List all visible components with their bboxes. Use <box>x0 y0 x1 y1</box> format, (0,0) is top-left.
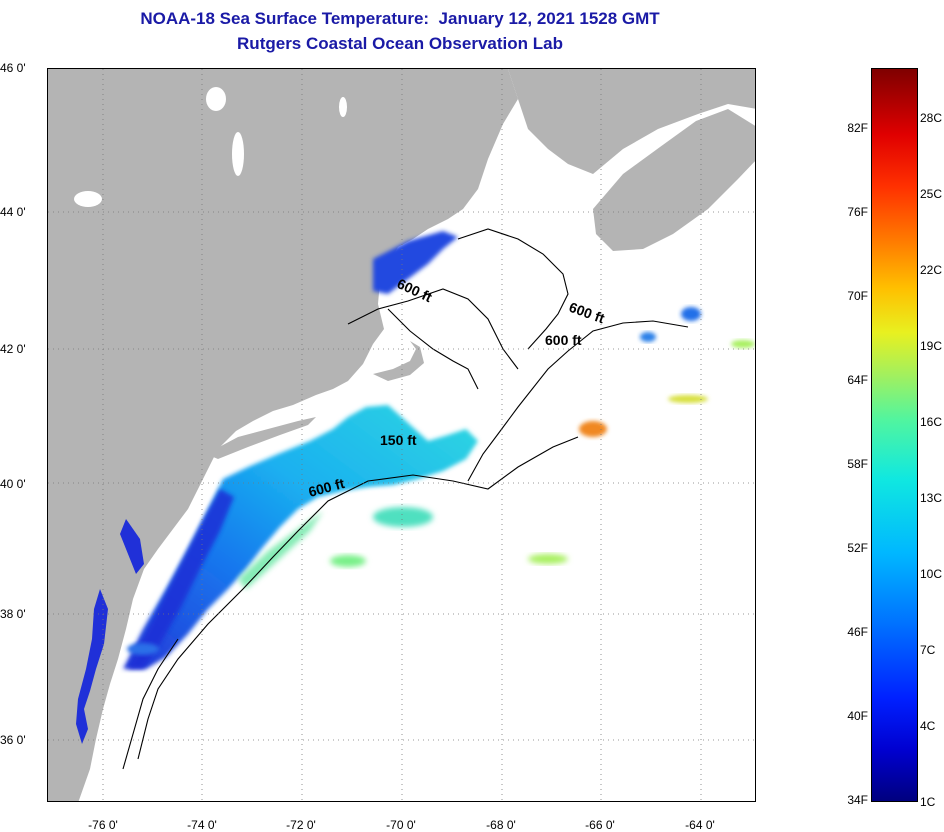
colorbar-c-25: 25C <box>920 187 943 201</box>
sst-patch-green <box>330 555 366 567</box>
map-subtitle: Rutgers Coastal Ocean Observation Lab <box>237 34 563 53</box>
lon-label-66: -66 0' <box>585 818 615 832</box>
contour-line <box>467 320 689 482</box>
colorbar-f-40: 40F <box>847 709 868 723</box>
contour-line <box>387 308 479 390</box>
contour-label: 600 ft <box>545 332 582 348</box>
contour-line <box>457 228 569 350</box>
colorbar-f-52: 52F <box>847 541 868 555</box>
land-mainland <box>48 69 518 801</box>
colorbar-f-46: 46F <box>847 625 868 639</box>
sst-map-canvas: 600 ft 600 ft 600 ft 150 ft 600 ft <box>48 69 755 801</box>
colorbar-f-64: 64F <box>847 373 868 387</box>
contour-label: 150 ft <box>380 432 417 448</box>
lat-label-38: 38 0' <box>0 607 26 621</box>
colorbar-c-19: 19C <box>920 339 943 353</box>
contour-line <box>122 638 179 770</box>
lake <box>232 132 244 176</box>
lat-label-42: 42 0' <box>0 342 26 356</box>
lake <box>74 191 102 207</box>
land-long-island <box>206 417 316 459</box>
sst-patch-blue-2 <box>640 332 656 342</box>
lon-label-70: -70 0' <box>386 818 416 832</box>
sst-deep-blue-coast <box>128 489 234 669</box>
land-canada-north <box>508 69 755 174</box>
temperature-colorbar <box>871 68 918 802</box>
lat-label-46: 46 0' <box>0 61 26 75</box>
lat-label-36: 36 0' <box>0 733 26 747</box>
colorbar-f-82: 82F <box>847 121 868 135</box>
graticule <box>48 69 755 801</box>
land-cape-cod <box>373 341 424 381</box>
lon-label-72: -72 0' <box>286 818 316 832</box>
colorbar-c-16: 16C <box>920 415 943 429</box>
lon-label-68: -68 0' <box>486 818 516 832</box>
colorbar-f-76: 76F <box>847 205 868 219</box>
sst-patch-green-2 <box>528 554 568 564</box>
sst-gulf-maine-blue <box>373 231 458 294</box>
delaware-bay <box>120 519 144 574</box>
colorbar-c-4: 4C <box>920 719 936 733</box>
lon-label-64: -64 0' <box>685 818 715 832</box>
sst-patch-green-3 <box>731 340 755 348</box>
map-title: NOAA-18 Sea Surface Temperature: January… <box>140 9 660 28</box>
sst-patch-teal <box>373 507 433 527</box>
colorbar-c-28: 28C <box>920 111 943 125</box>
lake <box>339 97 347 117</box>
sst-map: 600 ft 600 ft 600 ft 150 ft 600 ft <box>47 68 756 802</box>
lon-label-74: -74 0' <box>187 818 217 832</box>
depth-contours <box>122 228 689 770</box>
land-nova-scotia <box>593 109 755 251</box>
colorbar-c-13: 13C <box>920 491 943 505</box>
colorbar-c-10: 10C <box>920 567 943 581</box>
sst-patch-blue-3 <box>127 643 159 655</box>
sst-warm-patch <box>579 421 607 437</box>
colorbar-c-22: 22C <box>920 263 943 277</box>
sst-mid-shelf-green <box>238 511 323 589</box>
sst-shelf-water <box>123 405 478 669</box>
lat-label-40: 40 0' <box>0 477 26 491</box>
colorbar-f-58: 58F <box>847 457 868 471</box>
sst-patch-yellow <box>668 395 708 403</box>
lake <box>206 87 226 111</box>
colorbar-f-34: 34F <box>847 793 868 807</box>
chesapeake-bay <box>76 589 108 744</box>
colorbar-c-7: 7C <box>920 643 936 657</box>
sst-patch-blue <box>681 307 701 321</box>
contour-line <box>347 288 519 370</box>
lat-label-44: 44 0' <box>0 205 26 219</box>
sst-data-layer <box>123 231 755 669</box>
colorbar-f-70: 70F <box>847 289 868 303</box>
contour-line <box>137 436 579 760</box>
colorbar-c-1: 1C <box>920 795 936 809</box>
lon-label-76: -76 0' <box>88 818 118 832</box>
